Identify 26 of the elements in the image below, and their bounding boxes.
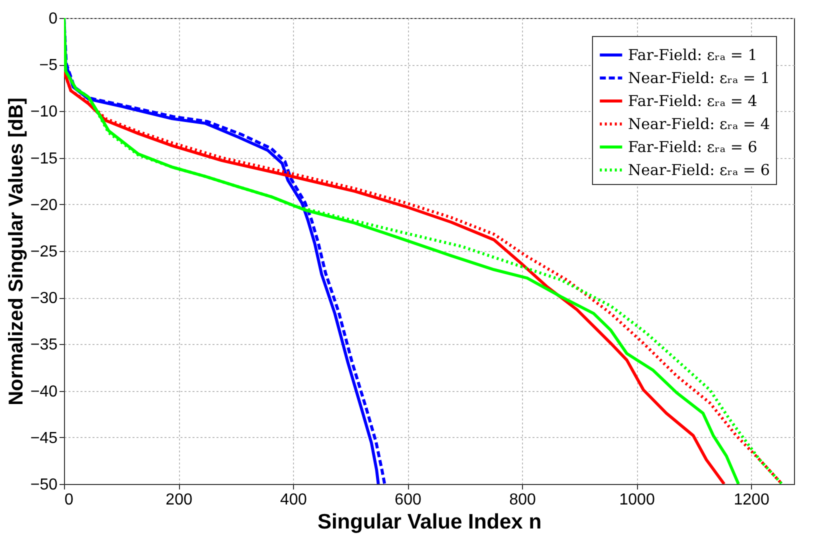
x-tick-label: 800 <box>509 492 536 508</box>
y-tick-label: −15 <box>30 150 58 168</box>
y-tick-label: −5 <box>39 57 58 74</box>
y-tick-label: −40 <box>30 383 58 400</box>
legend-label: Near-Field: εᵣₐ = 4 <box>628 115 770 133</box>
y-tick-label: −50 <box>30 476 58 494</box>
x-tick-label: 400 <box>280 492 307 508</box>
legend-label: Far-Field: εᵣₐ = 4 <box>628 92 758 110</box>
legend-label: Far-Field: εᵣₐ = 6 <box>628 138 758 156</box>
x-tick-label: 0 <box>64 492 74 508</box>
y-tick-label: −25 <box>30 244 58 260</box>
y-tick-label: −10 <box>30 104 58 121</box>
legend-label: Near-Field: εᵣₐ = 6 <box>628 161 770 179</box>
y-tick-label: −45 <box>30 430 58 447</box>
y-tick-label: −30 <box>30 290 58 308</box>
y-tick-label: −20 <box>30 196 58 214</box>
y-axis-title: Normalized Singular Values [dB] <box>5 98 28 406</box>
y-tick-label: −35 <box>30 336 58 354</box>
x-tick-label: 600 <box>394 492 422 508</box>
x-axis-title: Singular Value Index n <box>317 510 542 534</box>
x-tick-label: 200 <box>166 492 192 508</box>
x-tick-label: 1000 <box>619 492 655 508</box>
y-tick-label: 0 <box>48 10 58 28</box>
x-tick-label: 1200 <box>734 492 770 508</box>
legend-label: Far-Field: εᵣₐ = 1 <box>628 46 758 64</box>
legend-label: Near-Field: εᵣₐ = 1 <box>628 69 770 87</box>
